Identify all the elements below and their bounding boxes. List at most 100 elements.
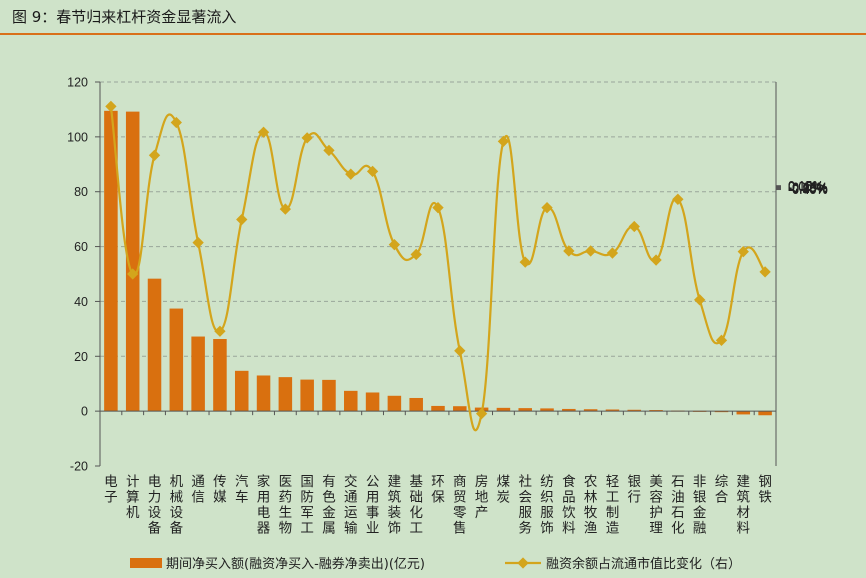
bar xyxy=(431,405,445,412)
line-marker xyxy=(715,334,728,346)
bar xyxy=(496,407,511,412)
category-label: 电力设备 xyxy=(148,474,162,537)
page-title: 图 9：春节归来杠杆资金显著流入 xyxy=(12,8,237,26)
bar xyxy=(300,379,314,412)
line-marker xyxy=(650,254,662,266)
category-label: 非银金融 xyxy=(693,474,707,537)
line-marker xyxy=(541,202,553,214)
line-marker xyxy=(410,248,422,261)
line-marker xyxy=(301,132,313,144)
y-right-tick-label: -0.15% xyxy=(788,181,828,195)
bar xyxy=(387,395,402,412)
y-right-tick-label: -0.05% xyxy=(788,181,828,195)
y-right-tick-label: -0.40% xyxy=(788,183,828,197)
bar xyxy=(562,408,576,412)
y-right-tick-label: 0.05% xyxy=(788,180,823,194)
category-label: 纺织服饰 xyxy=(540,474,554,537)
category-label: 传媒 xyxy=(213,474,227,506)
y-right-tick-label: -0.25% xyxy=(788,182,828,196)
category-label: 电子 xyxy=(104,474,118,506)
category-label: 建筑装饰 xyxy=(388,474,402,537)
category-label: 家用电器 xyxy=(257,473,271,537)
category-label: 基础化工 xyxy=(409,473,423,537)
y-right-tick-label: 0.00% xyxy=(788,180,823,194)
line-marker xyxy=(737,246,749,258)
bar xyxy=(453,406,467,412)
line-path xyxy=(109,106,766,432)
bar xyxy=(758,411,772,416)
bar xyxy=(583,409,598,412)
line-marker xyxy=(694,294,706,306)
category-label: 机械设备 xyxy=(170,474,184,537)
title-divider xyxy=(0,33,866,35)
bar xyxy=(234,370,249,412)
legend: 期间净买入额(融资净买入-融券净卖出)(亿元) 融资余额占流通市值比变化（右） xyxy=(130,556,741,572)
category-label: 社会服务 xyxy=(518,474,532,537)
y-left-tick-label: 40 xyxy=(74,295,88,309)
category-label: 食品饮料 xyxy=(562,473,576,537)
category-label: 有色金属 xyxy=(322,474,336,537)
line-marker xyxy=(759,266,771,278)
line-marker xyxy=(497,135,510,148)
y-right-tick-label: -0.30% xyxy=(788,182,828,196)
bar xyxy=(147,278,162,412)
axes xyxy=(95,81,781,467)
line-marker xyxy=(519,256,531,268)
line-marker xyxy=(236,213,248,226)
bar xyxy=(213,339,227,412)
bar xyxy=(540,408,554,412)
category-label: 煤炭 xyxy=(497,474,511,506)
line-marker xyxy=(279,203,292,215)
y-right-tick-label: -0.35% xyxy=(788,183,828,197)
y-right-tick-label: 0.10% xyxy=(788,180,823,194)
y-left-tick-label: 60 xyxy=(74,240,88,254)
line-marker xyxy=(628,220,640,233)
line-marker xyxy=(563,245,575,257)
line-marker xyxy=(105,100,117,113)
y-left-tick-label: 80 xyxy=(74,185,88,199)
y-right-tick-label: -0.10% xyxy=(788,181,828,195)
category-label: 轻工制造 xyxy=(606,474,620,537)
category-label: 综合 xyxy=(715,474,729,506)
line-marker xyxy=(345,168,357,180)
line-marker xyxy=(606,247,619,259)
y-left-tick-label: -20 xyxy=(70,460,88,474)
bar xyxy=(518,408,532,412)
line-marker xyxy=(672,193,684,205)
category-label: 通信 xyxy=(191,474,205,506)
category-label: 商贸零售 xyxy=(453,474,467,537)
bar xyxy=(605,409,620,412)
y-right-tick-labels: -0.40%-0.35%-0.30%-0.25%-0.20%-0.15%-0.1… xyxy=(788,179,828,197)
bar xyxy=(409,397,423,412)
bar xyxy=(649,410,663,412)
bar xyxy=(256,375,271,412)
bar xyxy=(191,336,205,412)
line-marker xyxy=(323,144,335,157)
bar xyxy=(365,392,380,412)
y-left-tick-label: 20 xyxy=(74,350,88,364)
category-label: 银行 xyxy=(628,474,642,506)
bar xyxy=(627,409,642,412)
bar xyxy=(278,377,293,412)
category-label: 农林牧渔 xyxy=(584,474,598,537)
line-marker xyxy=(214,325,226,337)
category-label: 计算机 xyxy=(126,474,140,521)
category-label: 建筑材料 xyxy=(737,474,751,537)
line-marker xyxy=(475,407,488,420)
category-label: 汽车 xyxy=(235,474,249,506)
y-right-tick-label: -0.20% xyxy=(788,182,828,196)
grid-lines xyxy=(100,81,776,357)
line-marker xyxy=(192,236,204,249)
legend-bar-swatch xyxy=(130,558,162,568)
bar-series xyxy=(104,110,772,416)
line-marker xyxy=(366,165,379,178)
line-marker xyxy=(432,202,444,214)
bar xyxy=(125,111,140,412)
line-marker xyxy=(584,245,597,257)
line-marker xyxy=(257,126,270,138)
category-label: 石油石化 xyxy=(671,474,685,537)
category-label: 环保 xyxy=(431,474,445,506)
bar xyxy=(736,411,751,415)
y-left-tick-label: 120 xyxy=(67,76,88,90)
